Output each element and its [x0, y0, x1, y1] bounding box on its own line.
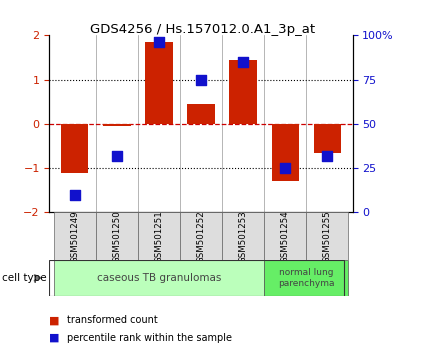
Point	[71, 192, 78, 198]
Text: GSM501252: GSM501252	[197, 210, 206, 263]
Bar	[222, 212, 264, 260]
Bar	[96, 212, 138, 260]
Bar	[272, 124, 299, 181]
Bar	[264, 212, 306, 260]
Point	[156, 40, 163, 45]
Text: transformed count: transformed count	[67, 315, 157, 325]
Text: GSM501254: GSM501254	[281, 210, 290, 263]
Point	[198, 77, 205, 82]
Point	[282, 165, 289, 171]
Text: GSM501255: GSM501255	[323, 210, 332, 263]
Bar	[264, 260, 348, 296]
Text: caseous TB granulomas: caseous TB granulomas	[97, 273, 221, 283]
Text: GSM501253: GSM501253	[239, 210, 248, 263]
Text: normal lung
parenchyma: normal lung parenchyma	[278, 268, 335, 287]
Text: cell type: cell type	[2, 273, 47, 283]
Text: percentile rank within the sample: percentile rank within the sample	[67, 333, 232, 343]
Bar	[230, 60, 257, 124]
Point	[114, 153, 120, 159]
Bar	[187, 104, 215, 124]
Bar	[307, 212, 348, 260]
Text: GSM501249: GSM501249	[70, 210, 79, 263]
Bar	[54, 260, 264, 296]
Bar	[313, 124, 341, 153]
Bar	[138, 212, 180, 260]
Point	[240, 59, 246, 65]
Bar	[145, 42, 172, 124]
Text: GDS4256 / Hs.157012.0.A1_3p_at: GDS4256 / Hs.157012.0.A1_3p_at	[89, 23, 315, 36]
Point	[324, 153, 331, 159]
Bar	[61, 124, 89, 172]
Bar	[54, 212, 95, 260]
Bar	[103, 124, 130, 126]
Text: GSM501251: GSM501251	[154, 210, 163, 263]
Text: GSM501250: GSM501250	[112, 210, 121, 263]
Bar	[180, 212, 222, 260]
Text: ■: ■	[49, 315, 60, 325]
Text: ■: ■	[49, 333, 60, 343]
